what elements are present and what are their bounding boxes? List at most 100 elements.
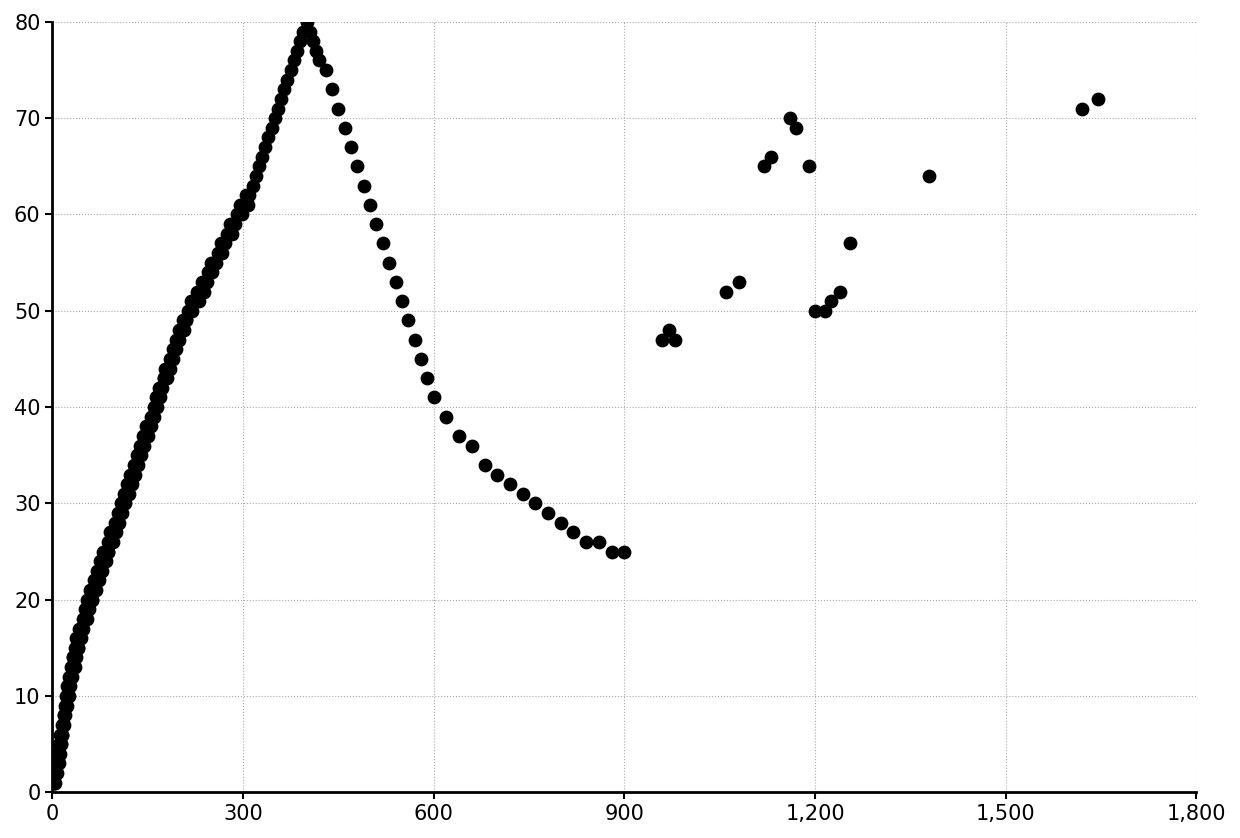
Point (166, 333, 186, 346)
Point (418, 371, 438, 385)
Point (154, 371, 174, 385)
Point (51, 737, 71, 751)
Point (63, 660, 83, 674)
Point (212, 246, 232, 260)
Point (200, 266, 219, 279)
Point (97, 555, 117, 568)
Point (87, 564, 107, 577)
Point (97, 545, 117, 558)
Point (192, 275, 212, 288)
Point (379, 256, 399, 269)
Point (135, 429, 155, 442)
Point (148, 401, 167, 414)
Point (228, 208, 248, 221)
Point (150, 391, 170, 404)
Point (274, 83, 294, 96)
Point (79, 603, 99, 616)
Point (171, 323, 191, 337)
Point (61, 680, 81, 693)
Point (233, 198, 253, 211)
Point (211, 236, 231, 250)
Point (51, 737, 71, 751)
Point (63, 651, 83, 665)
Point (84, 583, 104, 597)
Point (268, 102, 288, 116)
Point (186, 294, 206, 308)
Point (182, 304, 202, 318)
Point (105, 525, 125, 539)
Point (50, 728, 69, 742)
Point (133, 429, 153, 442)
Point (255, 141, 275, 154)
Point (130, 439, 150, 453)
Point (398, 313, 418, 327)
Point (322, 83, 342, 96)
Point (258, 131, 278, 144)
Point (821, 294, 841, 308)
Point (60, 680, 79, 693)
Point (538, 506, 558, 520)
Point (118, 478, 138, 491)
Point (1087, 92, 1107, 106)
Point (222, 227, 242, 241)
Point (104, 525, 124, 539)
Point (45, 776, 64, 789)
Point (799, 159, 818, 173)
Point (124, 458, 144, 472)
Point (436, 410, 456, 423)
Point (138, 429, 157, 442)
Point (760, 150, 780, 163)
Point (329, 102, 348, 116)
Point (63, 660, 83, 674)
Point (143, 410, 162, 423)
Point (63, 651, 83, 665)
Point (223, 217, 243, 230)
Point (47, 757, 67, 770)
Point (278, 73, 298, 86)
Point (215, 236, 234, 250)
Point (201, 256, 221, 269)
Point (179, 304, 198, 318)
Point (306, 44, 326, 58)
Point (61, 670, 81, 684)
Point (729, 275, 749, 288)
Point (68, 641, 88, 654)
Point (157, 362, 177, 375)
Point (45, 776, 64, 789)
Point (71, 632, 91, 645)
Point (71, 622, 91, 635)
Point (129, 448, 149, 462)
Point (109, 506, 129, 520)
Point (88, 564, 108, 577)
Point (166, 343, 186, 356)
Point (487, 468, 507, 481)
Point (98, 535, 118, 549)
Point (805, 304, 825, 318)
Point (48, 757, 68, 770)
Point (98, 545, 118, 558)
Point (155, 371, 175, 385)
Point (74, 613, 94, 626)
Point (135, 439, 155, 453)
Point (754, 159, 774, 173)
Point (110, 506, 130, 520)
Point (113, 497, 133, 510)
Point (831, 285, 851, 298)
Point (219, 227, 239, 241)
Point (53, 718, 73, 732)
Point (839, 236, 859, 250)
Point (47, 766, 67, 779)
Point (55, 709, 74, 722)
Point (68, 632, 88, 645)
Point (786, 122, 806, 135)
Point (77, 593, 97, 607)
Point (126, 458, 146, 472)
Point (100, 535, 120, 549)
Point (1073, 102, 1092, 116)
Point (563, 525, 583, 539)
Point (410, 352, 430, 365)
Point (920, 169, 940, 183)
Point (184, 294, 203, 308)
Point (58, 690, 78, 703)
Point (589, 535, 609, 549)
